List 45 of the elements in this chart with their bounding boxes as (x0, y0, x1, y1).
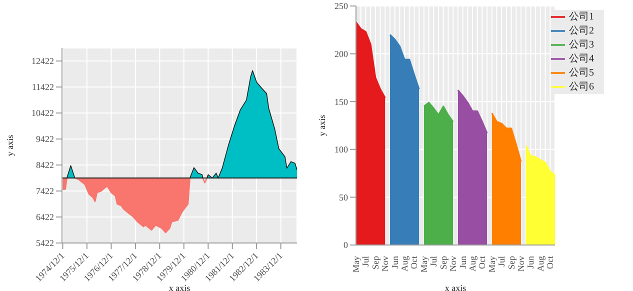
y-tick-label: 9422 (36, 134, 54, 144)
x-tick-label: May (351, 256, 361, 272)
y-tick-label: 12422 (32, 56, 54, 66)
y-tick-label: 200 (334, 48, 348, 59)
x-tick-label: Aug (400, 256, 410, 272)
y-tick-label: 11422 (32, 82, 54, 92)
legend-label: 公司5 (569, 67, 594, 78)
legend-label: 公司4 (569, 53, 594, 64)
y-tick-label: 150 (334, 96, 348, 107)
x-tick-label: Jul (496, 256, 507, 267)
x-tick-label: Jun (526, 256, 536, 269)
x-axis-title: x axis (444, 283, 467, 291)
legend-label: 公司2 (569, 25, 594, 36)
legend-label: 公司6 (569, 81, 594, 92)
x-tick-label: Nov (448, 256, 458, 272)
legend-label: 公司3 (569, 39, 594, 50)
x-tick-label: Nov (380, 256, 390, 272)
x-tick-label: Jul (428, 256, 439, 267)
y-axis-title: y axis (317, 114, 328, 136)
x-tick-label: Jun (390, 256, 400, 269)
x-tick-label: May (418, 256, 429, 272)
y-tick-label: 7422 (36, 186, 54, 196)
legend-label: 公司1 (569, 11, 594, 22)
x-tick-label: Aug (467, 256, 478, 272)
y-tick-label: 5422 (36, 238, 54, 248)
y-tick-label: 0 (344, 240, 348, 250)
y-tick-label: 10422 (32, 108, 54, 118)
y-axis-title: y axis (5, 134, 16, 156)
x-tick-label: Oct (545, 256, 556, 269)
x-tick-label: Nov (516, 256, 526, 272)
x-tick-label: Aug (535, 256, 546, 272)
y-tick-label: 100 (334, 144, 348, 155)
y-tick-label: 250 (334, 1, 348, 12)
x-tick-label: Jun (458, 256, 468, 269)
x-tick-label: Sep (370, 256, 380, 270)
x-axis-title: x axis (168, 283, 191, 291)
y-tick-label: 6422 (36, 212, 54, 222)
y-tick-label: 50 (339, 192, 348, 202)
y-tick-label: 8422 (36, 160, 54, 170)
x-tick-label: May (486, 256, 497, 272)
x-tick-label: Sep (506, 256, 516, 270)
x-tick-label: Sep (438, 256, 448, 270)
x-tick-label: Oct (409, 256, 420, 269)
x-tick-label: Oct (477, 256, 488, 269)
x-tick-label: Jul (360, 256, 371, 267)
